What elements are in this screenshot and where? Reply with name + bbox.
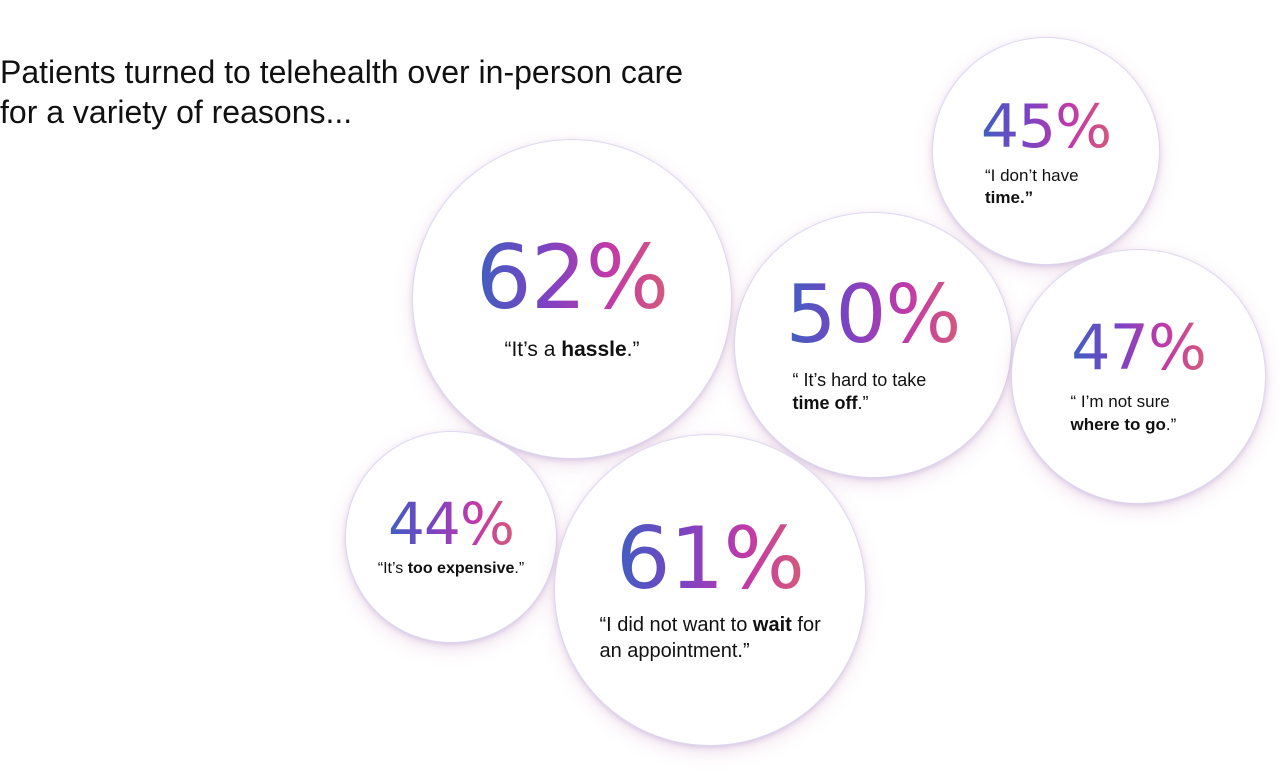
stat-percent: 45%: [980, 91, 1112, 162]
quote-text: “I don’t have: [985, 165, 1079, 185]
stat-quote: “I don’t have time.”: [977, 165, 1115, 209]
quote-text-end: .”: [626, 338, 640, 362]
stat-bubble-time-off: 50% “ It’s hard to take time off.”: [735, 213, 1011, 477]
quote-emphasis: time.”: [985, 188, 1034, 207]
stat-quote: “ It’s hard to take time off.”: [779, 369, 968, 416]
quote-text: “It’s: [377, 559, 408, 577]
quote-text-end: .”: [857, 393, 869, 413]
quote-emphasis: too expensive: [407, 559, 515, 577]
stat-percent: 62%: [475, 226, 670, 330]
quote-text-end: .”: [1165, 414, 1177, 434]
stat-bubble-time: 45% “I don’t have time.”: [933, 38, 1159, 264]
stat-quote: “I did not want to wait for an appointme…: [586, 612, 835, 664]
stat-bubble-wait: 61% “I did not want to wait for an appoi…: [555, 435, 865, 745]
quote-emphasis: time off: [792, 393, 858, 413]
quote-text-end: for an appointment.”: [599, 614, 821, 662]
stat-percent: 47%: [1071, 311, 1207, 385]
quote-text: “I did not want to: [599, 614, 753, 636]
stat-quote: “It’s a hassle.”: [462, 336, 682, 363]
stat-bubble-hassle: 62% “It’s a hassle.”: [413, 140, 731, 458]
quote-text-end: .”: [514, 559, 525, 577]
quote-emphasis: wait: [752, 614, 792, 636]
stat-quote: “ I’m not sure where to go.”: [1057, 391, 1221, 435]
stat-percent: 44%: [388, 489, 515, 558]
stat-bubble-where-to-go: 47% “ I’m not sure where to go.”: [1012, 250, 1265, 503]
stat-bubble-expensive: 44% “It’s too expensive.”: [346, 432, 556, 642]
quote-text: “ It’s hard to take: [792, 369, 927, 390]
quote-emphasis: where to go: [1070, 414, 1166, 434]
stat-percent: 50%: [785, 267, 962, 361]
stat-percent: 61%: [615, 509, 805, 609]
page-title: Patients turned to telehealth over in-pe…: [0, 54, 684, 130]
quote-text: “It’s a: [504, 338, 562, 362]
quote-emphasis: hassle: [561, 338, 627, 362]
quote-text: “ I’m not sure: [1070, 392, 1170, 412]
stat-quote: “It’s too expensive.”: [361, 559, 541, 580]
